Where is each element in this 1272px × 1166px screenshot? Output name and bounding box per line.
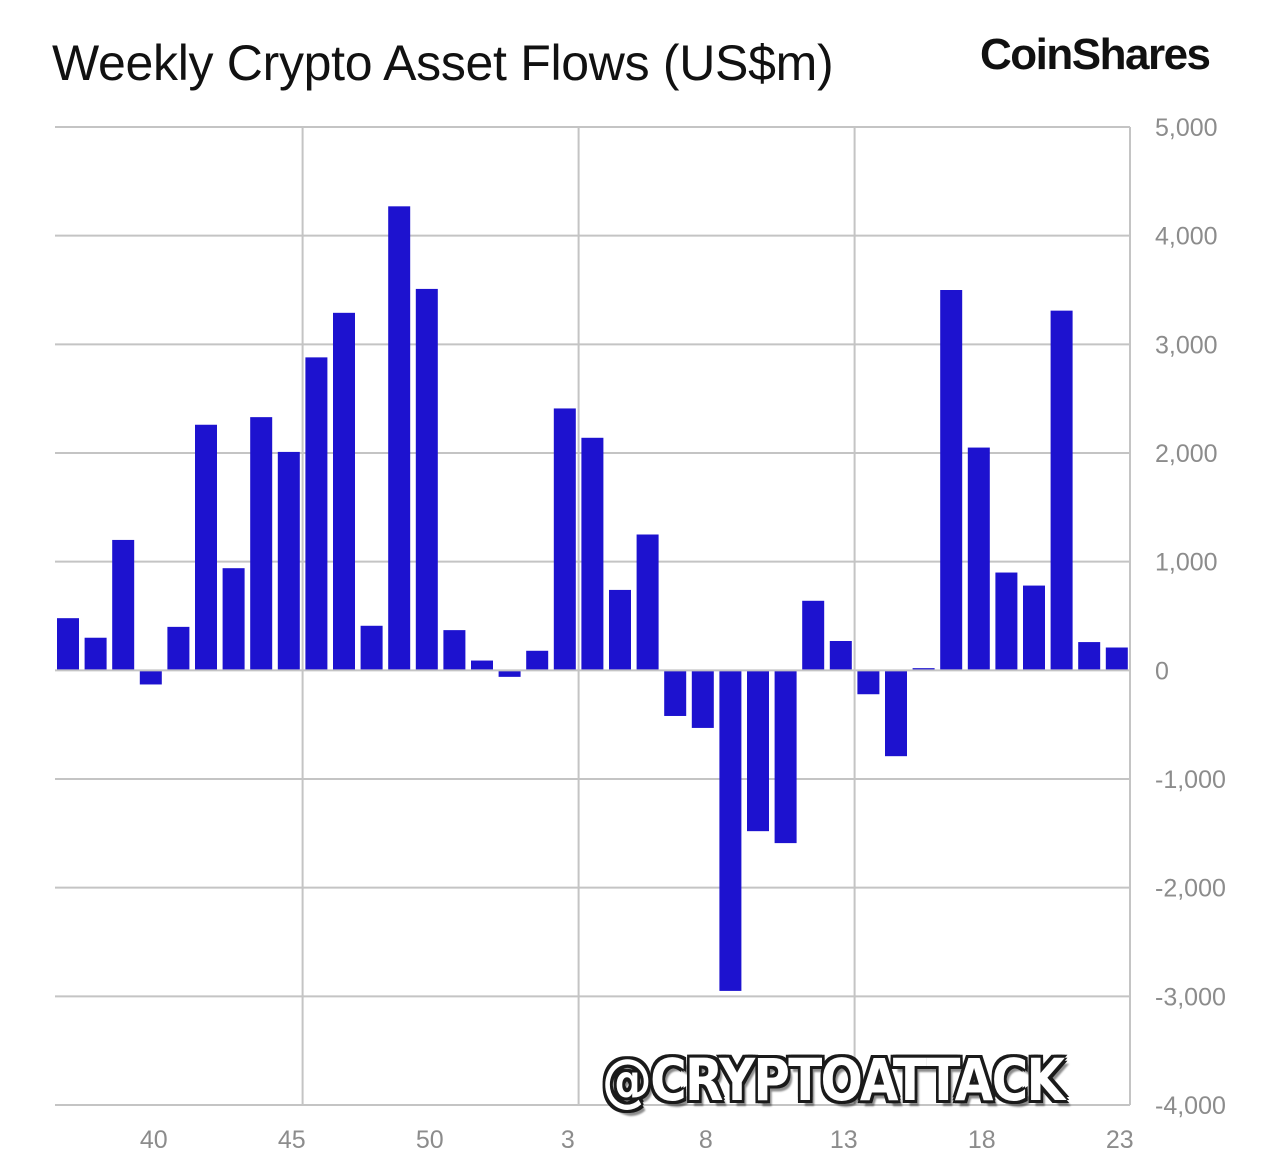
bar <box>84 637 107 671</box>
y-tick-label: 1,000 <box>1155 549 1218 577</box>
bar <box>195 424 217 671</box>
bar <box>774 670 797 844</box>
x-tick-label: 45 <box>278 1126 306 1154</box>
bar <box>360 625 383 671</box>
y-tick-label: 4,000 <box>1155 223 1218 251</box>
bar <box>747 670 769 832</box>
bar <box>802 600 825 671</box>
bar <box>277 451 300 671</box>
bar <box>388 206 411 671</box>
y-tick-label: -3,000 <box>1155 983 1226 1011</box>
x-axis-tick-labels: 40 45 50 3 8 13 18 23 <box>140 1126 1134 1154</box>
x-tick-label: 8 <box>699 1126 713 1154</box>
bar <box>1050 310 1073 671</box>
bar <box>1023 585 1045 671</box>
chart-title: Weekly Crypto Asset Flows (US$m) <box>52 35 834 91</box>
bar <box>912 668 935 671</box>
bar <box>250 417 273 671</box>
y-tick-label: -4,000 <box>1155 1092 1226 1120</box>
bar <box>112 539 135 671</box>
x-tick-label: 3 <box>561 1126 575 1154</box>
x-tick-label: 40 <box>140 1126 168 1154</box>
bar <box>829 640 852 671</box>
bar <box>719 670 742 991</box>
bar <box>222 568 245 671</box>
bar <box>636 534 659 671</box>
bar <box>967 447 990 671</box>
bar <box>857 670 880 695</box>
grid-layer <box>55 126 1131 1106</box>
bar <box>940 290 963 671</box>
x-tick-label: 50 <box>416 1126 444 1154</box>
y-tick-label: 2,000 <box>1155 440 1218 468</box>
y-tick-label: -2,000 <box>1155 875 1226 903</box>
bar <box>609 589 631 671</box>
bar <box>167 626 190 671</box>
bar <box>305 357 328 671</box>
bar <box>1105 647 1128 671</box>
bar <box>57 618 79 671</box>
bar <box>498 670 521 677</box>
y-tick-label: 5,000 <box>1155 114 1218 142</box>
bar <box>471 660 493 671</box>
bar <box>139 670 162 685</box>
bar <box>664 670 687 716</box>
bar <box>1078 642 1101 671</box>
bar <box>526 650 549 671</box>
y-tick-label: -1,000 <box>1155 766 1226 794</box>
bar <box>581 437 604 671</box>
y-tick-label: 3,000 <box>1155 331 1218 359</box>
coinshares-logo: CoinShares <box>980 30 1211 79</box>
bar <box>443 630 466 671</box>
bar <box>553 408 576 671</box>
y-axis-tick-labels: 5,000 4,000 3,000 2,000 1,000 0 -1,000 -2,000 -3… <box>1155 114 1226 1120</box>
y-tick-label: 0 <box>1155 657 1169 685</box>
x-tick-label: 18 <box>968 1126 996 1154</box>
x-tick-label: 23 <box>1106 1126 1134 1154</box>
watermark-text: @CRYPTOATTACK <box>602 1046 1065 1114</box>
bar <box>333 312 355 671</box>
bars-layer <box>57 206 1128 991</box>
bar <box>691 670 714 728</box>
bar <box>885 670 907 757</box>
bar <box>995 572 1018 671</box>
bar <box>415 288 438 671</box>
x-tick-label: 13 <box>830 1126 858 1154</box>
